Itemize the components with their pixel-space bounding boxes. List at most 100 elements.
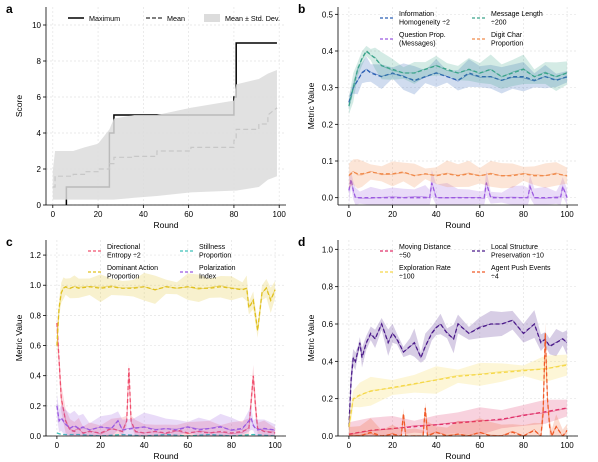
legend-label: Dominant Action Proportion (107, 265, 158, 281)
y-tick-label: 0.4 (322, 357, 334, 366)
x-tick-label: 100 (560, 441, 574, 450)
y-tick-label: 0.0 (322, 194, 334, 203)
legend-label: Moving Distance ÷50 (399, 244, 451, 260)
legend-label: Information Homogeneity ÷2 (399, 11, 450, 27)
series-line-2 (56, 286, 276, 346)
panel-letter: a (6, 2, 13, 16)
y-tick-label: 1.0 (30, 281, 42, 290)
legend-label: Directional Entropy ÷2 (107, 244, 141, 260)
y-tick-label: 1.2 (30, 251, 42, 260)
legend: Information Homogeneity ÷2 Message Length ÷… (380, 11, 543, 48)
x-tick-label: 80 (227, 441, 236, 450)
panel-letter: d (298, 235, 305, 249)
y-tick-label: 1.0 (322, 245, 334, 254)
panel-letter: c (6, 235, 13, 249)
series-line-1 (56, 432, 276, 436)
grid (338, 240, 578, 437)
legend-label: Exploration Rate ÷100 (399, 265, 451, 281)
series-band-0 (56, 313, 276, 436)
series-line-0 (348, 68, 568, 103)
y-tick-label: 0.2 (322, 120, 334, 129)
legend-label: Mean (167, 14, 185, 23)
y-tick-label: 0.2 (30, 402, 42, 411)
y-axis-label: Metric Value (306, 314, 316, 361)
legend-label: Polarization Index (199, 265, 236, 281)
x-tick-label: 20 (388, 210, 397, 219)
y-tick-label: 4 (37, 129, 42, 138)
y-axis-label: Metric Value (14, 314, 24, 361)
x-tick-label: 20 (96, 441, 105, 450)
y-tick-label: 0.1 (322, 157, 334, 166)
x-tick-label: 40 (139, 210, 148, 219)
y-tick-label: 0.6 (322, 320, 334, 329)
series-line-0 (348, 407, 568, 435)
y-tick-label: 0.3 (322, 84, 334, 93)
x-axis-label: Round (445, 451, 470, 461)
legend-label: Local Structure Preservation ÷10 (491, 244, 544, 260)
y-tick-label: 8 (37, 57, 42, 66)
series-line-3 (348, 333, 568, 436)
series-line-1 (348, 50, 568, 107)
plot-area (348, 310, 568, 436)
x-tick-label: 80 (229, 210, 238, 219)
y-axis-label: Metric Value (306, 82, 316, 129)
series-trace-0 (56, 323, 276, 435)
x-axis-label: Round (445, 220, 470, 230)
series-trace-1 (348, 51, 568, 107)
y-tick-label: 0.6 (30, 342, 42, 351)
series-line-3 (348, 171, 568, 177)
y-tick-label: 0.8 (30, 311, 42, 320)
y-tick-label: 0 (37, 201, 42, 210)
x-tick-label: 80 (519, 441, 528, 450)
x-tick-label: 40 (432, 441, 441, 450)
series-band-2 (56, 272, 276, 361)
x-axis-label: Round (153, 451, 178, 461)
grid (338, 7, 578, 205)
x-tick-label: 20 (388, 441, 397, 450)
legend: Directional Entropy ÷2 Stillness Proportion… (88, 244, 236, 281)
series-line-1 (348, 319, 568, 427)
x-tick-label: 40 (432, 210, 441, 219)
legend-label: Digit Char Proportion (491, 32, 523, 48)
legend-label: Mean ± Std. Dev. (225, 14, 280, 23)
x-tick-label: 0 (347, 441, 352, 450)
y-axis-label: Score (14, 95, 24, 117)
series-band-2 (348, 354, 568, 436)
band-std-dev (52, 70, 277, 200)
series-line-3 (56, 405, 276, 431)
y-tick-label: 2 (37, 165, 42, 174)
legend-label: Message Length ÷200 (491, 11, 543, 27)
series-band-3 (56, 394, 276, 436)
series-line-2 (348, 179, 568, 199)
panel-letter: b (298, 2, 305, 16)
legend-label: Maximum (89, 14, 120, 23)
x-tick-label: 0 (55, 441, 60, 450)
legend-label: Agent Push Events ÷4 (491, 265, 551, 281)
x-tick-label: 60 (183, 441, 192, 450)
x-tick-label: 100 (273, 210, 287, 219)
x-tick-label: 60 (475, 210, 484, 219)
legend: Maximum Mean Mean ± Std. Dev. (68, 14, 280, 23)
y-tick-label: 0.2 (322, 395, 334, 404)
series-band-2 (348, 169, 568, 205)
y-tick-label: 0.8 (322, 283, 334, 292)
series-band-1 (348, 45, 568, 115)
panel-c: c 0.0 0.2 0.4 0.6 0.8 1.0 1.2 0 20 40 60 80 100 Round M… (6, 235, 286, 461)
x-tick-label: 40 (140, 441, 149, 450)
y-tick-label: 0.4 (30, 372, 42, 381)
y-tick-label: 0.5 (322, 10, 334, 19)
series-band-0 (348, 56, 568, 109)
legend: Moving Distance ÷50 Local Structure Preserv… (380, 244, 551, 281)
plot-area (52, 42, 278, 205)
x-tick-label: 80 (519, 210, 528, 219)
x-tick-label: 60 (184, 210, 193, 219)
plot-area (56, 272, 276, 436)
panel-d: d 0.0 0.2 0.4 0.6 0.8 1.0 0 20 40 60 80 100 Round Metr… (298, 235, 578, 461)
series-band-3 (348, 159, 568, 189)
legend-swatch (204, 14, 220, 22)
x-tick-label: 0 (347, 210, 352, 219)
x-axis-label: Round (153, 220, 178, 230)
y-tick-label: 10 (32, 21, 41, 30)
x-tick-label: 60 (475, 441, 484, 450)
